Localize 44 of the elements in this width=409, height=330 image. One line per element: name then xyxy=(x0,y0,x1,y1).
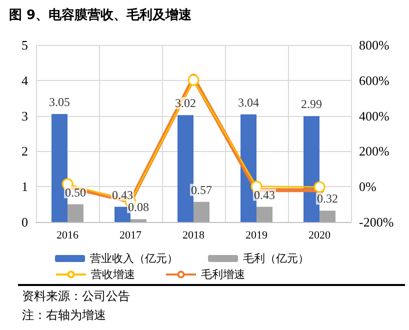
bar xyxy=(114,206,130,222)
data-label: 0.43 xyxy=(112,188,133,202)
y-tick-label: 3 xyxy=(22,108,28,124)
point xyxy=(314,181,326,193)
x-tick-label: 2016 xyxy=(56,230,79,242)
chart-title: 图 9、电容膜营收、毛利及增速 xyxy=(9,7,193,23)
legend-label: 毛利增速 xyxy=(201,268,245,281)
bar xyxy=(320,210,336,222)
bar xyxy=(178,115,194,222)
y-tick-label: 4 xyxy=(22,72,28,88)
y2-tick-label: 600% xyxy=(359,72,390,88)
bar xyxy=(304,116,320,222)
x-tick-label: 2019 xyxy=(246,230,268,242)
bar xyxy=(52,114,68,222)
bar xyxy=(68,204,84,222)
legend-label: 营业收入（亿元） xyxy=(90,252,178,265)
y-tick-label: 0 xyxy=(22,214,28,230)
legend-label: 毛利（亿元） xyxy=(243,252,309,265)
y-tick-label: 1 xyxy=(22,179,28,194)
x-tick-label: 2020 xyxy=(308,230,331,242)
data-label: 3.05 xyxy=(49,95,70,110)
y2-tick-label: -200% xyxy=(359,214,394,230)
point xyxy=(188,74,200,86)
data-label: 0.32 xyxy=(317,192,338,206)
data-label: 3.02 xyxy=(175,96,196,110)
y2-tick-label: 400% xyxy=(359,108,390,124)
text: 资料来源：公司公告 xyxy=(22,289,130,303)
legend-label: 营收增速 xyxy=(91,268,135,281)
y2-tick-label: 800% xyxy=(359,38,390,52)
y-tick-label: 2 xyxy=(22,144,28,159)
x-tick-label: 2018 xyxy=(182,230,205,242)
text: 注：右轴为增速 xyxy=(22,308,106,322)
data-label: 3.04 xyxy=(238,95,259,110)
y2-tick-label: 0% xyxy=(359,179,376,194)
y2-tick-label: 200% xyxy=(359,144,390,159)
bar xyxy=(256,206,272,222)
data-label: 0.57 xyxy=(191,182,212,197)
x-tick-label: 2017 xyxy=(120,230,142,242)
bar xyxy=(194,202,210,222)
data-label: 0.43 xyxy=(254,188,275,202)
y-tick-label: 5 xyxy=(22,38,28,52)
bar xyxy=(130,219,146,222)
data-label: 2.99 xyxy=(301,97,322,112)
data-label: 0.08 xyxy=(128,200,149,214)
